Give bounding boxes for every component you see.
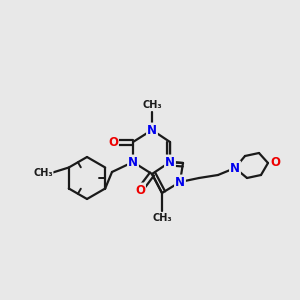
Text: N: N [175, 176, 185, 188]
Text: N: N [165, 155, 175, 169]
Text: CH₃: CH₃ [142, 100, 162, 110]
Text: N: N [128, 155, 138, 169]
Text: N: N [147, 124, 157, 136]
Text: O: O [270, 157, 280, 169]
Text: CH₃: CH₃ [33, 167, 52, 178]
Text: O: O [108, 136, 118, 148]
Text: CH₃: CH₃ [152, 213, 172, 223]
Text: O: O [135, 184, 145, 196]
Text: N: N [230, 161, 240, 175]
